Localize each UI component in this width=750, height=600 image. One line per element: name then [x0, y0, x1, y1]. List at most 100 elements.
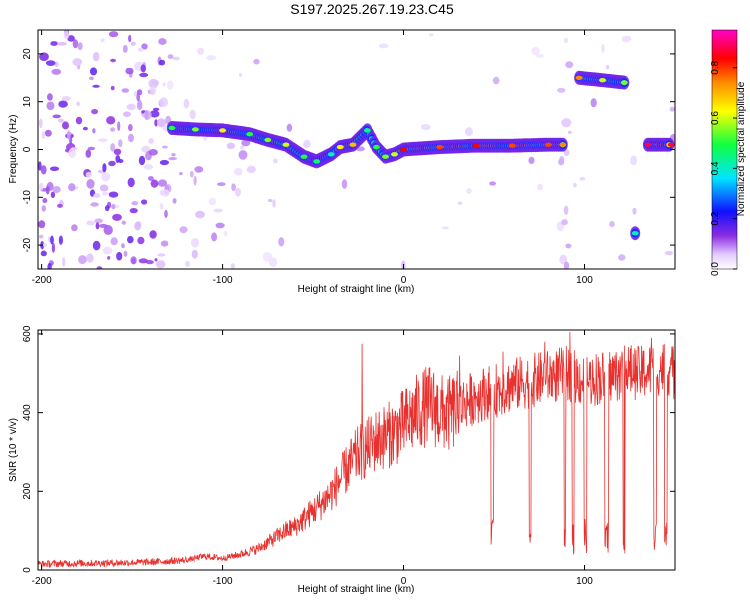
noise-speck [148, 138, 154, 144]
noise-speck [52, 114, 61, 119]
noise-speck [102, 246, 113, 255]
noise-speck [579, 176, 586, 181]
noise-speck [89, 76, 94, 81]
noise-speck [86, 253, 94, 263]
noise-speck [273, 158, 278, 164]
noise-speck [125, 67, 134, 75]
snr-y-tick-label: 200 [22, 483, 33, 500]
noise-speck [127, 235, 134, 244]
noise-speck [563, 261, 570, 269]
noise-speck [52, 186, 61, 193]
noise-speck [117, 121, 121, 132]
spectrogram-x-tick-label: -100 [213, 275, 233, 286]
noise-speck [272, 199, 276, 208]
noise-speck [136, 100, 143, 111]
noise-speck [49, 166, 60, 172]
noise-speck [630, 155, 637, 166]
noise-speck [38, 220, 46, 229]
ridge-peak [644, 142, 652, 147]
spectrogram-y-tick-label: 10 [22, 96, 33, 108]
noise-speck [156, 260, 166, 269]
noise-speck [66, 130, 71, 140]
noise-speck [536, 54, 544, 58]
snr-x-tick-label: -200 [32, 576, 52, 587]
noise-speck [75, 116, 83, 125]
noise-speck [193, 175, 197, 186]
noise-speck [110, 127, 116, 132]
noise-speck [241, 139, 251, 147]
noise-speck [121, 88, 130, 93]
noise-speck [110, 237, 118, 246]
noise-speck [72, 39, 79, 49]
noise-speck [133, 91, 138, 97]
colorbar: 0.0 0.2 0.4 0.6 0.8 Normalized spectral ampl… [710, 29, 747, 276]
noise-speck [492, 76, 500, 85]
noise-speck [76, 101, 81, 107]
noise-speck [77, 42, 83, 51]
noise-speck [378, 43, 389, 49]
snr-x-tick-label: 100 [576, 576, 593, 587]
noise-speck [158, 59, 166, 66]
ridge-peak [620, 80, 628, 85]
noise-speck [101, 172, 111, 182]
colorbar-tick-label: 0.8 [710, 60, 721, 74]
noise-speck [122, 111, 131, 117]
noise-speck [95, 222, 100, 230]
noise-speck [162, 82, 166, 87]
noise-speck [590, 98, 597, 108]
noise-speck [669, 106, 675, 112]
noise-speck [464, 127, 473, 136]
ridge-peak [436, 144, 444, 150]
noise-speck [71, 224, 78, 232]
ridge-peak [168, 125, 176, 131]
noise-speck [189, 171, 194, 178]
noise-speck [102, 163, 107, 173]
noise-speck [50, 191, 56, 198]
ridge-peak [508, 143, 516, 148]
noise-speck [441, 226, 449, 230]
noise-speck [172, 56, 180, 61]
noise-speck [148, 176, 154, 181]
noise-speck [211, 232, 218, 242]
noise-speck [62, 257, 66, 267]
spectrogram-y-tick-label: -10 [22, 190, 33, 205]
noise-speck [58, 235, 64, 245]
noise-speck [128, 124, 133, 132]
snr-y-tick-label: 0 [22, 567, 33, 573]
noise-speck [143, 110, 152, 120]
noise-speck [130, 256, 137, 265]
noise-speck [39, 234, 44, 239]
spectrogram-y-ticks: -20 -10 0 10 20 [22, 48, 675, 252]
noise-speck [123, 250, 128, 257]
noise-speck [45, 185, 50, 195]
noise-speck [57, 41, 67, 46]
noise-speck [58, 100, 68, 108]
noise-speck [50, 41, 58, 46]
noise-speck [85, 171, 92, 178]
noise-speck [108, 31, 119, 38]
noise-speck [47, 93, 53, 101]
noise-speck [194, 166, 204, 173]
noise-speck [126, 103, 136, 111]
noise-speck [68, 148, 76, 158]
noise-speck [565, 243, 572, 249]
spectrogram-x-tick-label: -200 [32, 275, 52, 286]
noise-speck [246, 165, 256, 173]
noise-speck [466, 188, 472, 194]
noise-speck [41, 205, 46, 212]
noise-speck [158, 38, 167, 45]
noise-speck [42, 243, 48, 247]
noise-speck [141, 199, 148, 205]
noise-speck [563, 149, 570, 156]
noise-speck [191, 238, 199, 248]
noise-speck [156, 118, 167, 128]
noise-speck [93, 193, 101, 199]
noise-speck [82, 126, 88, 131]
spectrogram-x-ticks: -200 -100 0 100 [32, 30, 593, 286]
noise-speck [141, 145, 151, 153]
noise-speck [92, 52, 100, 62]
ridge-peak [300, 154, 308, 159]
noise-speck [139, 72, 149, 78]
noise-speck [184, 260, 191, 267]
colorbar-gradient [711, 29, 738, 270]
